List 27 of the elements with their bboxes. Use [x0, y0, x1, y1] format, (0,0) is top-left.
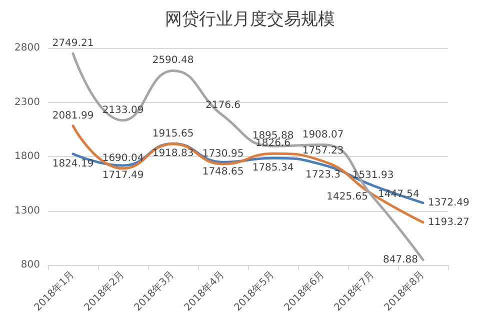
chart-title: 网贷行业月度交易规模 [165, 10, 335, 30]
data-label: 2081.99 [52, 110, 94, 122]
data-label: 1690.04 [102, 152, 144, 164]
y-tick-label: 800 [20, 260, 40, 270]
data-label: 1730.95 [202, 148, 244, 160]
data-label: 1193.27 [428, 216, 470, 228]
y-tick-label: 1800 [14, 151, 40, 162]
data-label: 2590.48 [152, 55, 194, 66]
y-tick-label: 2300 [14, 96, 40, 108]
data-label: 1372.49 [428, 197, 470, 208]
data-label: 1723.3 [306, 169, 340, 180]
data-label: 1717.49 [102, 170, 144, 181]
data-label: 1915.65 [152, 128, 194, 140]
data-label: 2176.6 [206, 100, 240, 112]
data-label: 1824.19 [52, 158, 94, 170]
data-label: 1757.23 [302, 146, 344, 157]
data-label: 1748.65 [202, 166, 244, 178]
data-label: 2749.21 [52, 38, 94, 50]
data-label: 1425.65 [326, 192, 368, 203]
data-label: 1531.93 [352, 170, 394, 182]
data-label: 2133.09 [102, 104, 144, 116]
data-label: 1908.07 [302, 129, 344, 140]
data-label: 1785.34 [252, 162, 294, 174]
y-tick-label: 2800 [14, 42, 40, 54]
data-label: 847.88 [383, 254, 418, 266]
y-tick-label: 1300 [14, 205, 40, 216]
data-label: 1918.83 [152, 148, 194, 160]
